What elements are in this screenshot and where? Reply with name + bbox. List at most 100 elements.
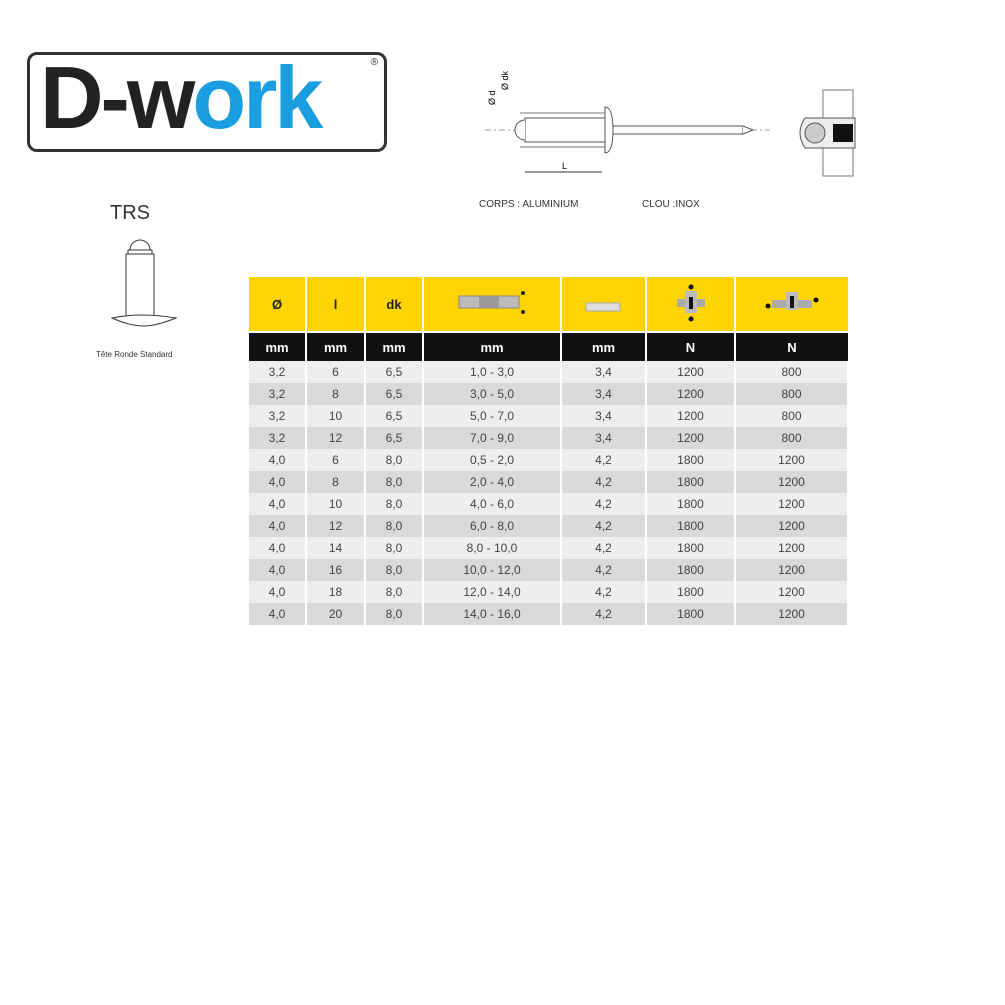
shear-force-icon — [646, 277, 736, 333]
table-cell: 4,0 — [249, 493, 307, 515]
table-cell: 3,4 — [561, 361, 647, 383]
table-cell: 1800 — [646, 515, 736, 537]
table-cell: 6,5 — [365, 361, 424, 383]
table-cell: 6,5 — [365, 405, 424, 427]
table-cell: 1200 — [735, 449, 849, 471]
table-cell: 8,0 — [365, 559, 424, 581]
table-row: 3,2 10 6,5 5,0 - 7,0 3,4 1200 800 — [249, 405, 849, 427]
table-cell: 4,0 - 6,0 — [423, 493, 562, 515]
table-cell: 3,4 — [561, 383, 647, 405]
table-cell: 1800 — [646, 471, 736, 493]
table-cell: 16 — [306, 559, 366, 581]
table-cell: 1200 — [735, 559, 849, 581]
table-cell: 4,0 — [249, 471, 307, 493]
table-cell: 1200 — [735, 581, 849, 603]
table-cell: 12 — [306, 515, 366, 537]
grip-range-icon — [423, 277, 562, 333]
table-cell: 8,0 — [365, 493, 424, 515]
table-cell: 3,4 — [561, 405, 647, 427]
registered-mark: ® — [370, 57, 378, 68]
table-cell: 20 — [306, 603, 366, 625]
table-cell: 3,0 - 5,0 — [423, 383, 562, 405]
table-cell: 14 — [306, 537, 366, 559]
table-cell: 12,0 - 14,0 — [423, 581, 562, 603]
table-cell: 4,0 — [249, 603, 307, 625]
unit: mm — [249, 332, 307, 361]
d-work-logo: D-work ® — [27, 48, 387, 152]
table-row: 3,2 6 6,5 1,0 - 3,0 3,4 1200 800 — [249, 361, 849, 383]
table-cell: 1800 — [646, 603, 736, 625]
head-type-code: TRS — [110, 202, 150, 224]
table-cell: 10 — [306, 405, 366, 427]
round-head-rivet-icon — [110, 239, 178, 327]
table-cell: 8,0 — [365, 537, 424, 559]
mandrel-material: CLOU :INOX — [642, 199, 700, 210]
table-cell: 1800 — [646, 559, 736, 581]
label-dk: Ø dk — [500, 70, 510, 90]
table-cell: 4,0 — [249, 581, 307, 603]
table-cell: 4,2 — [561, 581, 647, 603]
label-d: Ø d — [487, 90, 497, 105]
unit: N — [735, 332, 848, 361]
table-cell: 3,2 — [249, 427, 307, 449]
rivet-spec-table: Ø l dk mm mm mm mm mm N N 3,2 6 6,5 1,0 - 3… — [249, 277, 849, 625]
head-type-caption: Tête Ronde Standard — [96, 350, 173, 359]
table-cell: 4,2 — [561, 471, 647, 493]
table-cell: 8,0 - 10,0 — [423, 537, 562, 559]
unit: mm — [423, 332, 562, 361]
table-cell: 1200 — [646, 361, 736, 383]
tensile-force-icon — [735, 277, 848, 333]
table-cell: 6 — [306, 361, 366, 383]
table-cell: 8,0 — [365, 603, 424, 625]
rivet-dimension-diagram: Ø d Ø dk L — [485, 70, 770, 173]
table-row: 4,0 18 8,0 12,0 - 14,0 4,2 1800 1200 — [249, 581, 849, 603]
table-cell: 4,0 — [249, 537, 307, 559]
table-cell: 4,2 — [561, 449, 647, 471]
table-row: 4,0 16 8,0 10,0 - 12,0 4,2 1800 1200 — [249, 559, 849, 581]
table-cell: 1200 — [646, 383, 736, 405]
table-cell: 3,2 — [249, 383, 307, 405]
table-cell: 1200 — [646, 405, 736, 427]
table-cell: 800 — [735, 405, 849, 427]
table-cell: 3,4 — [561, 427, 647, 449]
table-cell: 10,0 - 12,0 — [423, 559, 562, 581]
unit: N — [646, 332, 736, 361]
table-row: 4,0 8 8,0 2,0 - 4,0 4,2 1800 1200 — [249, 471, 849, 493]
table-cell: 800 — [735, 427, 849, 449]
table-cell: 7,0 - 9,0 — [423, 427, 562, 449]
table-cell: 1200 — [735, 537, 849, 559]
logo-text-blue: ork — [192, 48, 323, 147]
table-cell: 800 — [735, 383, 849, 405]
table-cell: 18 — [306, 581, 366, 603]
unit: mm — [306, 332, 366, 361]
table-cell: 1,0 - 3,0 — [423, 361, 562, 383]
table-cell: 12 — [306, 427, 366, 449]
col-length: l — [306, 277, 366, 333]
table-cell: 2,0 - 4,0 — [423, 471, 562, 493]
table-cell: 4,2 — [561, 493, 647, 515]
table-cell: 8 — [306, 383, 366, 405]
table-row: 4,0 12 8,0 6,0 - 8,0 4,2 1800 1200 — [249, 515, 849, 537]
logo-text-dark: D-w — [40, 48, 195, 147]
table-cell: 4,2 — [561, 603, 647, 625]
table-cell: 5,0 - 7,0 — [423, 405, 562, 427]
drill-hole-icon — [561, 277, 647, 333]
table-cell: 4,2 — [561, 515, 647, 537]
col-dk: dk — [365, 277, 424, 333]
table-cell: 4,2 — [561, 559, 647, 581]
table-cell: 1800 — [646, 581, 736, 603]
table-cell: 1800 — [646, 493, 736, 515]
table-cell: 1200 — [735, 515, 849, 537]
table-cell: 4,0 — [249, 449, 307, 471]
label-L: L — [562, 161, 567, 171]
table-cell: 0,5 - 2,0 — [423, 449, 562, 471]
body-material: CORPS : ALUMINIUM — [479, 199, 579, 210]
table-row: 4,0 20 8,0 14,0 - 16,0 4,2 1800 1200 — [249, 603, 849, 625]
table-row: 3,2 8 6,5 3,0 - 5,0 3,4 1200 800 — [249, 383, 849, 405]
table-cell: 4,0 — [249, 515, 307, 537]
table-cell: 8,0 — [365, 449, 424, 471]
table-cell: 3,2 — [249, 361, 307, 383]
table-cell: 4,0 — [249, 559, 307, 581]
table-cell: 8 — [306, 471, 366, 493]
table-cell: 1200 — [646, 427, 736, 449]
